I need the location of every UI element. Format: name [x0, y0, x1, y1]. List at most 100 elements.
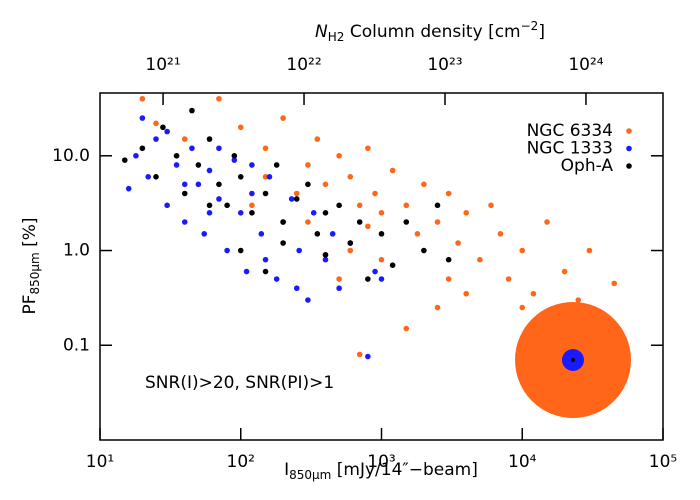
- point: [463, 210, 470, 216]
- point: [310, 210, 317, 216]
- point: [173, 152, 180, 159]
- point: [216, 196, 222, 202]
- point: [288, 196, 295, 202]
- point: [414, 231, 421, 237]
- x2-tick-label: 10²²: [286, 55, 321, 75]
- point: [356, 219, 363, 225]
- x-label-main: I: [284, 460, 289, 480]
- point: [356, 351, 363, 358]
- y-tick-label: 0.1: [63, 335, 90, 355]
- point: [231, 152, 238, 159]
- beam-marker: [515, 302, 631, 418]
- point: [356, 202, 363, 209]
- point: [322, 252, 329, 258]
- point: [586, 247, 593, 254]
- point: [378, 276, 385, 282]
- point: [347, 240, 354, 246]
- point: [477, 256, 483, 263]
- point: [237, 174, 244, 180]
- point: [231, 157, 238, 163]
- y-label-main: PF: [20, 295, 40, 315]
- point: [336, 276, 342, 282]
- x2-tick-label: 10²¹: [145, 55, 180, 75]
- point: [195, 181, 202, 188]
- point: [372, 190, 378, 197]
- point: [336, 202, 342, 209]
- y-axis-label: PF850μm [%]: [20, 217, 42, 314]
- point: [216, 181, 222, 188]
- point: [273, 162, 280, 168]
- point: [421, 181, 427, 188]
- point: [561, 268, 568, 275]
- point: [262, 190, 269, 197]
- point: [125, 185, 132, 192]
- x2-label-sub: H2: [328, 30, 345, 44]
- point: [201, 231, 208, 237]
- point: [273, 276, 280, 282]
- point: [237, 124, 244, 131]
- point: [434, 202, 441, 209]
- legend-label: Oph-A: [561, 156, 614, 176]
- point: [216, 145, 222, 152]
- point: [262, 268, 269, 275]
- point: [455, 240, 461, 246]
- x2-axis-label: NH2 Column density [cm−2]: [315, 19, 545, 44]
- point: [305, 162, 311, 168]
- y-tick-label: 1.0: [63, 241, 90, 261]
- point: [389, 262, 396, 269]
- point: [329, 231, 336, 237]
- point: [249, 162, 255, 168]
- point: [421, 247, 427, 254]
- point: [293, 190, 300, 197]
- legend-marker: [626, 128, 632, 134]
- point: [164, 128, 170, 135]
- legend-label: NGC 6334: [527, 121, 613, 141]
- point: [195, 162, 202, 168]
- point: [153, 120, 159, 127]
- beam-small: [571, 358, 575, 362]
- point: [372, 268, 378, 275]
- point: [403, 219, 410, 225]
- point: [181, 136, 188, 142]
- point: [293, 285, 300, 292]
- y-tick-label: 10.0: [52, 146, 90, 166]
- point: [463, 290, 470, 297]
- point: [139, 145, 146, 152]
- point: [403, 202, 410, 209]
- point: [347, 174, 354, 180]
- point: [280, 219, 286, 225]
- x2-label-rest: Column density [cm: [344, 22, 520, 42]
- point: [258, 231, 265, 237]
- point: [206, 136, 213, 142]
- point: [296, 247, 302, 254]
- point: [121, 157, 128, 163]
- point: [153, 174, 159, 180]
- point: [434, 219, 441, 225]
- point: [445, 276, 452, 282]
- point: [237, 210, 244, 216]
- point: [505, 276, 512, 282]
- point: [488, 202, 494, 209]
- point: [378, 256, 385, 263]
- x2-label-main: N: [315, 22, 328, 42]
- point: [336, 152, 342, 159]
- point: [189, 107, 195, 114]
- point: [314, 136, 321, 142]
- point: [249, 190, 255, 197]
- point: [322, 210, 329, 216]
- point: [206, 202, 213, 209]
- point: [189, 145, 195, 152]
- legend-marker: [626, 145, 632, 152]
- point: [133, 152, 139, 159]
- point: [181, 219, 188, 225]
- y-label-sub: 850μm: [28, 252, 42, 294]
- annotation: SNR(I)>20, SNR(PI)>1: [145, 373, 334, 393]
- x-tick-label: 10³: [367, 452, 395, 472]
- point: [262, 256, 269, 263]
- point: [378, 231, 385, 237]
- point: [181, 190, 188, 197]
- x-label-rest: [mJy/14″−beam]: [331, 460, 477, 480]
- point: [139, 95, 146, 102]
- point: [237, 247, 244, 254]
